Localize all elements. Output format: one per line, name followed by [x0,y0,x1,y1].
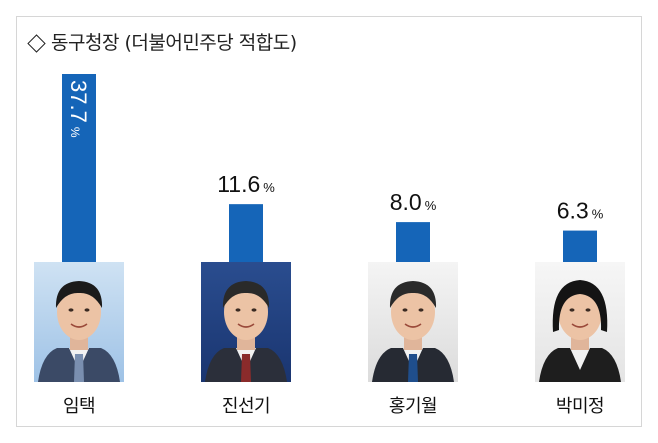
value-label-2: 11.6% [217,171,275,197]
candidate-name-1: 임택 [63,396,95,417]
bar-2 [229,204,263,262]
candidate-photo-2 [201,262,291,382]
candidate-photo-1 [34,262,124,382]
candidate-name-3: 홍기월 [389,396,437,417]
bar-1 [62,74,96,262]
value-label-1: 37.7% [66,80,91,138]
chart-title: 동구청장 (더불어민주당 적합도) [51,32,297,54]
candidate-name-2: 진선기 [222,396,270,417]
candidate-photo-4 [535,262,625,382]
candidate-photo-3 [368,262,458,382]
candidate-name-4: 박미정 [556,396,604,417]
bar-4 [563,230,597,262]
value-label-4: 6.3% [557,198,604,224]
value-label-3: 8.0% [390,189,437,215]
bar-3 [396,222,430,262]
chart-title-wrap: 동구청장 (더불어민주당 적합도) [24,28,297,55]
